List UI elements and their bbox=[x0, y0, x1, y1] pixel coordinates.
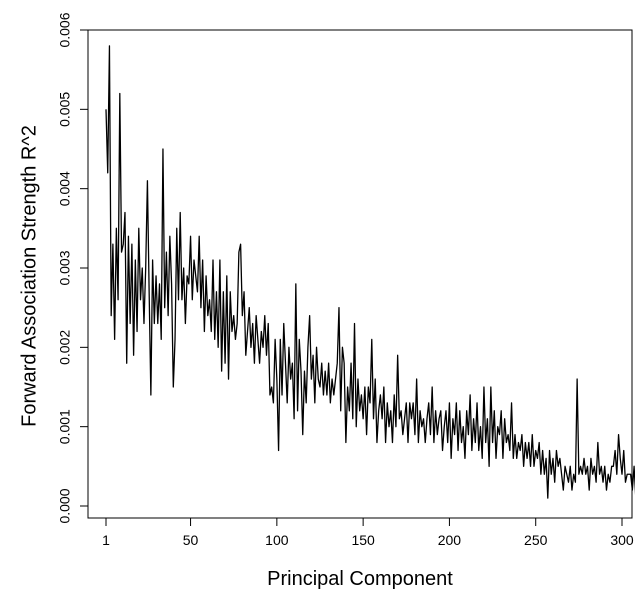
y-tick-label: 0.005 bbox=[57, 92, 73, 127]
y-tick-label: 0.006 bbox=[57, 12, 73, 47]
x-tick-label: 150 bbox=[351, 532, 375, 548]
y-axis: 0.000 0.001 0.002 0.003 0.004 0.005 0.006 bbox=[57, 12, 88, 524]
x-tick-label: 300 bbox=[610, 532, 634, 548]
x-tick-label: 200 bbox=[438, 532, 462, 548]
y-axis-title: Forward Association Strength R^2 bbox=[18, 125, 40, 427]
series-line bbox=[105, 45, 635, 499]
y-tick-label: 0.001 bbox=[57, 409, 73, 444]
x-tick-label: 100 bbox=[265, 532, 289, 548]
x-axis-title: Principal Component bbox=[267, 568, 453, 590]
plot-frame bbox=[87, 29, 633, 519]
y-tick-label: 0.002 bbox=[57, 330, 73, 365]
x-tick-label: 50 bbox=[183, 532, 199, 548]
y-tick-label: 0.000 bbox=[57, 488, 73, 523]
x-tick-label: 1 bbox=[102, 532, 110, 548]
x-axis: 1 50 100 150 200 250 300 bbox=[102, 518, 634, 548]
y-tick-label: 0.004 bbox=[57, 171, 73, 206]
y-tick-label: 0.003 bbox=[57, 250, 73, 285]
x-tick-label: 250 bbox=[524, 532, 548, 548]
